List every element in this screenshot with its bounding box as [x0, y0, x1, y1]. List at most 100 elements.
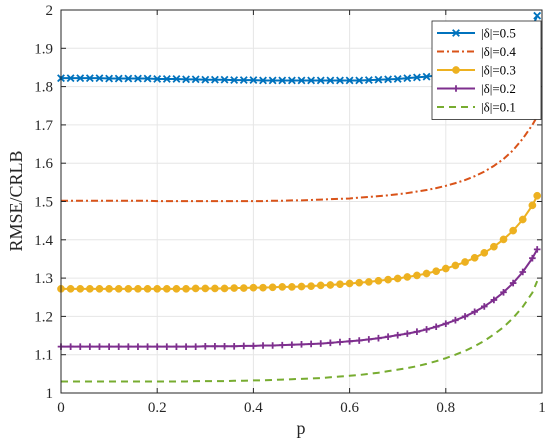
legend-marker — [452, 66, 460, 74]
data-point-marker — [413, 73, 421, 82]
data-point-marker — [316, 76, 325, 85]
data-point-marker — [115, 343, 123, 350]
data-point-marker — [422, 269, 431, 278]
data-point-marker — [364, 76, 373, 85]
data-point-marker — [67, 343, 74, 350]
data-point-marker — [162, 75, 171, 83]
data-point-marker — [403, 74, 412, 83]
data-point-marker — [124, 74, 133, 83]
data-point-marker — [134, 343, 142, 350]
data-point-marker — [211, 284, 219, 293]
x-tick-label: 1 — [538, 400, 546, 416]
data-point-marker — [336, 338, 344, 346]
data-point-marker — [317, 340, 325, 347]
x-tick-label: 0.8 — [436, 400, 455, 416]
data-point-marker — [374, 276, 383, 285]
data-point-marker — [259, 76, 267, 85]
y-tick-label: 1.1 — [34, 348, 53, 364]
data-point-marker — [211, 342, 219, 350]
data-point-marker — [441, 264, 450, 273]
grid-lines — [60, 9, 543, 394]
data-point-marker — [182, 343, 190, 350]
data-point-marker — [220, 284, 229, 293]
data-point-marker — [451, 261, 460, 270]
data-point-marker — [172, 75, 181, 83]
data-point-marker — [490, 242, 498, 251]
data-point-marker — [201, 284, 210, 293]
data-point-marker — [422, 72, 431, 81]
data-point-marker — [114, 74, 123, 83]
series-5 — [61, 280, 539, 383]
legend-item: |δ|=0.2 — [437, 81, 516, 96]
data-point-marker — [298, 341, 305, 348]
data-point-marker — [461, 258, 469, 266]
legend-label: |δ|=0.1 — [481, 100, 516, 115]
data-point-marker — [269, 342, 276, 349]
series-2 — [61, 115, 539, 203]
data-point-marker — [124, 284, 133, 293]
data-point-marker — [480, 303, 488, 310]
data-point-marker — [413, 271, 421, 280]
y-tick-label: 2 — [46, 3, 54, 19]
legend-label: |δ|=0.4 — [481, 44, 516, 59]
data-point-marker — [432, 267, 441, 276]
data-point-marker — [76, 284, 85, 293]
x-tick-label: 0 — [57, 400, 65, 416]
data-point-marker — [86, 284, 94, 293]
data-point-marker — [66, 74, 75, 83]
data-point-marker — [288, 341, 296, 349]
data-point-marker — [355, 278, 364, 287]
data-point-marker — [162, 284, 171, 293]
data-point-marker — [529, 254, 536, 262]
y-tick-label: 1.7 — [34, 118, 53, 134]
data-point-marker — [470, 253, 479, 262]
data-point-marker — [375, 334, 382, 342]
data-point-marker — [134, 74, 142, 83]
data-point-marker — [220, 75, 229, 84]
data-point-marker — [134, 284, 142, 293]
y-tick-label: 1.3 — [34, 271, 53, 287]
y-tick-label: 1.8 — [34, 80, 53, 96]
data-point-marker — [163, 343, 171, 350]
legend-marker — [452, 85, 460, 92]
data-point-marker — [230, 284, 239, 292]
data-point-marker — [452, 316, 459, 324]
data-point-marker — [509, 226, 517, 235]
data-point-marker — [210, 75, 219, 84]
data-point-marker — [153, 284, 162, 293]
y-tick-label: 1 — [46, 386, 54, 402]
data-point-marker — [393, 75, 402, 83]
data-point-marker — [66, 284, 75, 293]
data-point-marker — [201, 75, 210, 84]
data-point-marker — [365, 336, 373, 343]
data-point-marker — [307, 282, 315, 290]
data-point-marker — [143, 284, 152, 293]
data-point-marker — [249, 76, 258, 85]
data-point-marker — [480, 248, 489, 257]
data-point-marker — [490, 296, 498, 304]
data-point-marker — [202, 342, 209, 350]
data-point-marker — [278, 283, 287, 291]
data-point-marker — [191, 75, 200, 84]
data-point-marker — [297, 282, 306, 291]
data-point-marker — [153, 343, 161, 350]
data-point-marker — [364, 278, 373, 286]
data-point-marker — [250, 342, 257, 350]
data-point-marker — [384, 275, 392, 284]
data-point-marker — [326, 281, 335, 289]
data-point-marker — [240, 342, 248, 350]
data-point-marker — [182, 75, 190, 84]
x-tick-label: 0.4 — [244, 400, 263, 416]
data-point-marker — [413, 328, 421, 336]
data-point-marker — [384, 333, 392, 340]
data-point-marker — [394, 331, 401, 339]
data-point-marker — [249, 283, 258, 292]
data-point-marker — [528, 201, 537, 210]
legend-box — [431, 20, 542, 120]
data-point-marker — [384, 75, 393, 84]
y-tick-label: 1.4 — [34, 233, 53, 249]
data-point-marker — [471, 308, 478, 316]
data-point-marker — [327, 339, 334, 347]
data-point-marker — [519, 268, 527, 276]
